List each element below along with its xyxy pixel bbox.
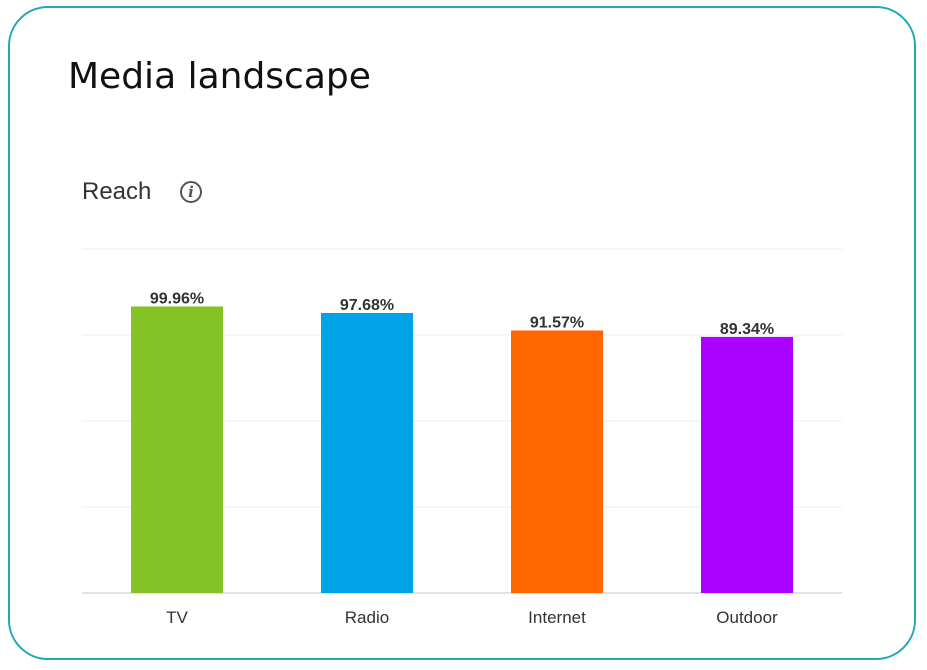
bar-outdoor[interactable] (701, 336, 793, 593)
bar-tv[interactable] (131, 306, 223, 593)
data-label: 99.96% (150, 290, 204, 307)
bar-internet[interactable] (511, 330, 603, 593)
x-tick-label: Internet (528, 608, 586, 627)
data-label: 91.57% (530, 314, 584, 331)
data-label: 89.34% (720, 321, 774, 338)
info-icon[interactable]: i (180, 181, 202, 203)
x-tick-label: Outdoor (716, 608, 778, 627)
data-label: 97.68% (340, 297, 394, 314)
chart-title: Reach (82, 178, 152, 205)
media-landscape-card (8, 6, 916, 660)
x-tick-label: TV (166, 608, 188, 627)
page-title: Media landscape (68, 56, 371, 97)
bar-radio[interactable] (321, 312, 413, 593)
x-tick-label: Radio (345, 608, 389, 627)
